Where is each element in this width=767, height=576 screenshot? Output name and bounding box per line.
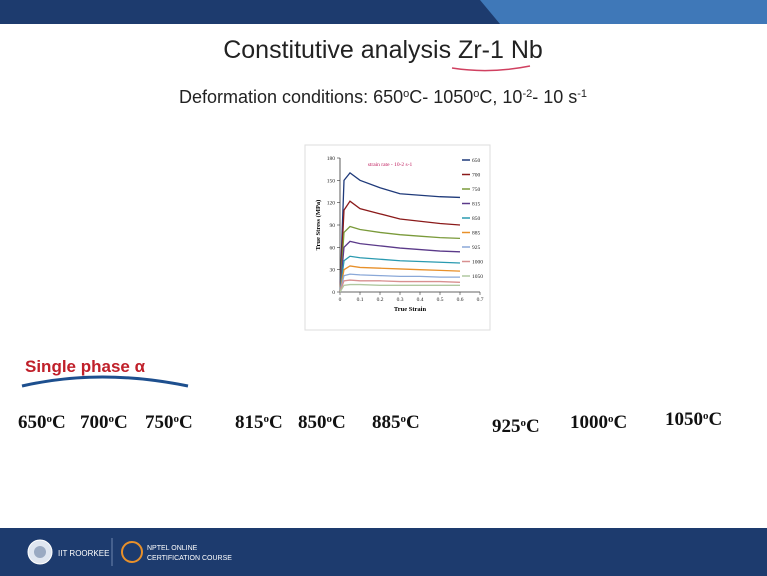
temperature-label: 700oC [80, 412, 128, 433]
temperature-degree: o [109, 413, 115, 425]
nptel-logo [121, 541, 143, 563]
x-axis-label: True Strain [394, 306, 427, 313]
series-line [339, 265, 461, 293]
temperature-value: 885 [372, 412, 401, 433]
subtitle-sup: -2 [522, 88, 532, 100]
temperature-value: 750 [145, 412, 174, 433]
legend-label: 885 [472, 231, 481, 237]
footer-institute: IIT ROORKEE [58, 549, 109, 558]
legend-label: 700 [472, 173, 481, 179]
x-tick-label: 0.6 [457, 297, 464, 303]
temperature-degree: o [47, 413, 53, 425]
temperature-degree: o [703, 410, 709, 422]
subtitle-sup: o [473, 88, 479, 100]
temperature-unit: C [709, 409, 723, 430]
temperature-value: 700 [80, 412, 109, 433]
temperature-unit: C [114, 412, 128, 433]
subtitle-part: Deformation conditions: 650 [179, 87, 403, 107]
temperature-degree: o [264, 413, 270, 425]
temperature-unit: C [269, 412, 283, 433]
series-line [339, 255, 461, 293]
phase-arc [21, 375, 189, 388]
subtitle-sup: -1 [577, 88, 587, 100]
legend-label: 1000 [472, 260, 483, 266]
footer-bar [0, 528, 767, 576]
title-underline [451, 65, 531, 72]
y-tick-label: 90 [330, 223, 336, 229]
slide-title: Constitutive analysis Zr-1 Nb [223, 36, 543, 64]
legend-label: 1050 [472, 274, 483, 280]
temperature-label: 815oC [235, 412, 283, 433]
top-bar-accent [480, 0, 767, 24]
temperature-unit: C [526, 416, 540, 437]
x-tick-label: 0.1 [357, 297, 364, 303]
temperature-unit: C [332, 412, 346, 433]
y-tick-label: 120 [327, 201, 336, 207]
series-line [339, 240, 461, 293]
temperature-unit: C [406, 412, 420, 433]
y-tick-label: 30 [330, 268, 336, 274]
y-tick-label: 180 [327, 156, 336, 162]
x-tick-label: 0 [339, 297, 342, 303]
series-line [339, 283, 460, 293]
legend-label: 850 [472, 216, 481, 222]
iit-logo-inner [34, 546, 46, 558]
series-line [339, 200, 461, 293]
phase-label: Single phase α [25, 357, 146, 376]
legend-label: 650 [472, 158, 481, 164]
chart-annotation: strain rate - 10-2 s-1 [368, 162, 413, 168]
subtitle-part: C- 1050 [409, 87, 473, 107]
legend-label: 815 [472, 202, 481, 208]
temperature-degree: o [521, 417, 527, 429]
temperature-unit: C [614, 412, 628, 433]
temperature-value: 925 [492, 416, 521, 437]
series-line [339, 171, 461, 293]
temperature-value: 850 [298, 412, 327, 433]
x-tick-label: 0.7 [477, 297, 484, 303]
slide-subtitle: Deformation conditions: 650oC- 1050oC, 1… [179, 87, 587, 107]
series-line [339, 279, 461, 293]
footer-course-1: NPTEL ONLINE [147, 545, 198, 552]
temperature-value: 1050 [665, 409, 703, 430]
y-tick-label: 60 [330, 245, 336, 251]
subtitle-part: C, 10 [479, 87, 522, 107]
legend-label: 925 [472, 245, 481, 251]
temperature-label: 750oC [145, 412, 193, 433]
footer-course-2: CERTIFICATION COURSE [147, 555, 232, 562]
x-tick-label: 0.5 [437, 297, 444, 303]
x-tick-label: 0.2 [377, 297, 384, 303]
legend-label: 750 [472, 187, 481, 193]
y-tick-label: 0 [332, 290, 335, 296]
x-tick-label: 0.3 [397, 297, 404, 303]
temperature-degree: o [401, 413, 407, 425]
temperature-value: 1000 [570, 412, 608, 433]
temperature-degree: o [174, 413, 180, 425]
subtitle-sup: o [403, 88, 409, 100]
temperature-label: 650oC [18, 412, 66, 433]
series-line [339, 273, 460, 293]
temperature-degree: o [327, 413, 333, 425]
x-tick-label: 0.4 [417, 297, 424, 303]
y-tick-label: 150 [327, 178, 336, 184]
subtitle-part: - 10 s [532, 87, 577, 107]
temperature-label: 850oC [298, 412, 346, 433]
chart-frame [304, 144, 491, 331]
temperature-value: 815 [235, 412, 264, 433]
temperature-label: 885oC [372, 412, 420, 433]
temperature-row: 650oC 700oC 750oC 815oC 850oC 885oC 925oC 1000o… [18, 409, 722, 437]
temperature-label: 925oC [492, 416, 540, 437]
y-axis-label: True Stress (MPa) [315, 200, 322, 251]
temperature-value: 650 [18, 412, 47, 433]
inset-chart: 0 30 60 90 120 150 180 0 0.1 0.2 0.3 0.4 0.5 0.6 0.7 Tr… [315, 156, 484, 313]
temperature-degree: o [608, 413, 614, 425]
temperature-label: 1000oC [570, 412, 627, 433]
series-line [339, 225, 461, 293]
temperature-label: 1050oC [665, 409, 722, 430]
temperature-unit: C [52, 412, 66, 433]
temperature-unit: C [179, 412, 193, 433]
